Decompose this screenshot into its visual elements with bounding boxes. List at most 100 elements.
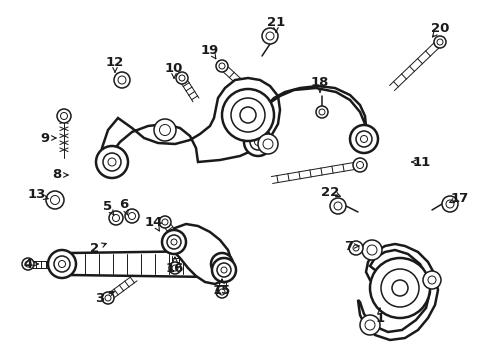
Circle shape: [60, 112, 68, 120]
Circle shape: [162, 219, 168, 225]
Circle shape: [353, 158, 367, 172]
Circle shape: [353, 245, 359, 251]
Text: 8: 8: [52, 168, 62, 181]
Circle shape: [357, 162, 364, 168]
Circle shape: [392, 280, 408, 296]
Circle shape: [219, 63, 225, 69]
Text: 19: 19: [201, 44, 219, 57]
Circle shape: [118, 76, 126, 84]
Text: 6: 6: [120, 198, 129, 211]
Circle shape: [216, 60, 228, 72]
Circle shape: [316, 106, 328, 118]
Text: 16: 16: [166, 261, 184, 274]
Circle shape: [220, 261, 224, 266]
Circle shape: [162, 230, 186, 254]
Circle shape: [240, 107, 256, 123]
Circle shape: [103, 153, 121, 171]
Circle shape: [169, 262, 181, 274]
Text: 1: 1: [375, 311, 385, 324]
Text: 21: 21: [267, 15, 285, 28]
Circle shape: [50, 195, 59, 204]
Circle shape: [167, 235, 181, 249]
Circle shape: [172, 265, 178, 271]
Circle shape: [159, 216, 171, 228]
Text: 20: 20: [431, 22, 449, 35]
Circle shape: [25, 261, 31, 267]
Circle shape: [58, 261, 66, 267]
Circle shape: [217, 263, 231, 277]
Circle shape: [244, 128, 272, 156]
Circle shape: [54, 256, 70, 272]
Circle shape: [362, 240, 382, 260]
Circle shape: [437, 39, 443, 45]
Circle shape: [428, 276, 436, 284]
Text: 17: 17: [451, 192, 469, 204]
Circle shape: [250, 134, 266, 150]
Circle shape: [109, 211, 123, 225]
Circle shape: [22, 258, 34, 270]
Circle shape: [356, 131, 372, 147]
Circle shape: [113, 215, 120, 221]
Circle shape: [349, 241, 363, 255]
Circle shape: [105, 295, 111, 301]
Circle shape: [258, 134, 278, 154]
Text: 7: 7: [344, 239, 354, 252]
Text: 3: 3: [96, 292, 105, 305]
Text: 9: 9: [41, 131, 49, 144]
Circle shape: [48, 250, 76, 278]
Circle shape: [361, 135, 368, 143]
Circle shape: [334, 202, 342, 210]
Text: 11: 11: [413, 156, 431, 168]
Circle shape: [442, 196, 458, 212]
Circle shape: [262, 28, 278, 44]
Circle shape: [176, 72, 188, 84]
Circle shape: [128, 212, 136, 220]
Circle shape: [330, 198, 346, 214]
Circle shape: [367, 245, 377, 255]
Text: 22: 22: [321, 185, 339, 198]
Text: 14: 14: [145, 216, 163, 229]
Text: 2: 2: [91, 242, 99, 255]
Circle shape: [211, 253, 233, 275]
Circle shape: [370, 258, 430, 318]
Circle shape: [231, 98, 265, 132]
Text: 10: 10: [165, 62, 183, 75]
Circle shape: [114, 72, 130, 88]
Circle shape: [319, 109, 325, 115]
Circle shape: [216, 286, 228, 298]
Circle shape: [360, 315, 380, 335]
Circle shape: [350, 125, 378, 153]
Circle shape: [154, 119, 176, 141]
Circle shape: [221, 267, 227, 273]
Circle shape: [102, 292, 114, 304]
Circle shape: [108, 158, 116, 166]
Polygon shape: [70, 251, 224, 277]
Circle shape: [254, 139, 262, 145]
Circle shape: [57, 109, 71, 123]
Circle shape: [446, 200, 454, 208]
Circle shape: [381, 269, 419, 307]
Polygon shape: [168, 224, 232, 284]
Circle shape: [266, 32, 274, 40]
Circle shape: [423, 271, 441, 289]
Text: 18: 18: [311, 76, 329, 89]
Circle shape: [263, 139, 273, 149]
Circle shape: [222, 89, 274, 141]
Text: 4: 4: [24, 257, 33, 270]
Polygon shape: [102, 78, 280, 170]
Circle shape: [46, 191, 64, 209]
Circle shape: [365, 320, 375, 330]
Circle shape: [160, 125, 171, 135]
Circle shape: [96, 146, 128, 178]
Circle shape: [171, 239, 177, 245]
Text: 5: 5: [103, 201, 113, 213]
Text: 15: 15: [213, 284, 231, 297]
Circle shape: [434, 36, 446, 48]
Circle shape: [125, 209, 139, 223]
Circle shape: [216, 258, 228, 270]
Text: 12: 12: [106, 55, 124, 68]
Text: 13: 13: [28, 189, 46, 202]
Circle shape: [212, 258, 236, 282]
Circle shape: [219, 289, 225, 295]
Polygon shape: [358, 244, 438, 340]
